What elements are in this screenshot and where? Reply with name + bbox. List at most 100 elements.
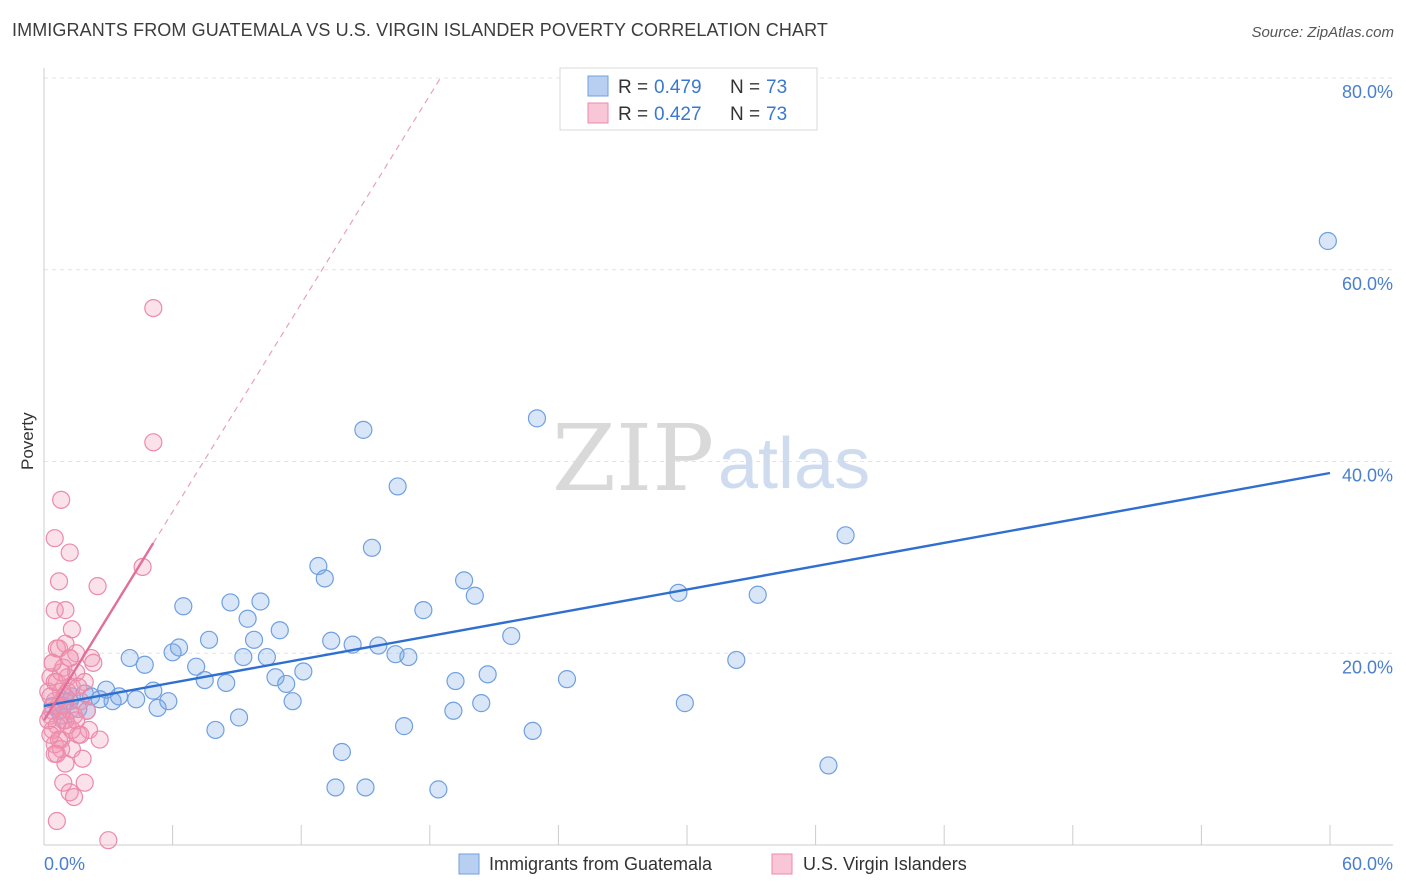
point-virgin-islanders-71: [45, 744, 64, 764]
point-guatemala-41: [332, 742, 352, 762]
point-guatemala-30: [251, 592, 270, 611]
point-virgin-islanders-40: [88, 577, 107, 596]
point-virgin-islanders-27: [73, 749, 92, 768]
point-guatemala-20: [187, 657, 206, 676]
point-guatemala-19: [174, 597, 193, 616]
legend-box: R = 0.479 N = 73 R = 0.427 N = 73: [559, 67, 818, 131]
point-guatemala-40: [326, 778, 345, 797]
point-guatemala-44: [356, 778, 375, 797]
point-guatemala-43: [354, 420, 373, 439]
y-tick-label-40: 40.0%: [1342, 466, 1393, 486]
point-virgin-islanders-58: [45, 672, 64, 692]
y-tick-label-20: 20.0%: [1342, 657, 1393, 677]
point-guatemala-12: [127, 690, 146, 709]
point-virgin-islanders-66: [56, 634, 75, 653]
point-guatemala-68: [836, 526, 855, 545]
point-guatemala-32: [266, 668, 285, 687]
point-guatemala-11: [120, 648, 139, 668]
watermark-atlas: atlas: [718, 424, 870, 504]
point-virgin-islanders-36: [56, 601, 75, 620]
trend-lines: [42, 77, 1331, 721]
point-guatemala-67: [819, 756, 838, 775]
trend-line-virgin-islanders: [42, 542, 155, 721]
point-guatemala-28: [238, 609, 257, 628]
point-guatemala-23: [206, 720, 225, 740]
legend-swatch-pink: [587, 102, 609, 124]
legend-r-value-pink: 0.427: [654, 104, 702, 125]
gridlines: [44, 77, 1393, 654]
point-guatemala-65: [727, 650, 746, 670]
point-virgin-islanders-70: [41, 725, 60, 744]
point-guatemala-29: [244, 630, 264, 649]
point-virgin-islanders-46: [75, 773, 94, 792]
watermark: ZIP atlas: [552, 405, 870, 512]
point-virgin-islanders-37: [60, 543, 79, 562]
point-guatemala-26: [229, 708, 249, 727]
point-guatemala-21: [195, 670, 214, 690]
point-virgin-islanders-33: [45, 529, 64, 548]
point-guatemala-16: [159, 692, 178, 711]
point-guatemala-62: [557, 670, 577, 689]
legend-r-label-blue: R =: [618, 77, 648, 98]
point-guatemala-24: [217, 673, 236, 693]
legend-n-label-blue: N =: [730, 77, 760, 98]
point-virgin-islanders-45: [64, 787, 84, 807]
point-guatemala-49: [394, 717, 414, 736]
bottom-legend-label-virgin-islanders: U.S. Virgin Islanders: [803, 854, 967, 874]
point-guatemala-25: [221, 593, 240, 612]
point-virgin-islanders-61: [62, 720, 81, 740]
y-tick-labels: 20.0% 40.0% 60.0% 80.0%: [1342, 82, 1393, 677]
point-guatemala-54: [446, 671, 465, 691]
chart-title: IMMIGRANTS FROM GUATEMALA VS U.S. VIRGIN…: [12, 20, 828, 40]
legend-n-label-pink: N =: [730, 104, 760, 125]
point-guatemala-52: [429, 780, 448, 799]
point-virgin-islanders-72: [71, 725, 90, 744]
point-guatemala-35: [283, 692, 302, 711]
trend-line-guatemala: [43, 471, 1331, 708]
bottom-legend-label-guatemala: Immigrants from Guatemala: [489, 854, 713, 874]
bottom-legend-swatch-virgin-islanders: [771, 853, 793, 875]
point-guatemala-45: [362, 538, 382, 557]
point-guatemala-58: [478, 665, 497, 684]
point-virgin-islanders-42: [47, 811, 66, 831]
legend-n-value-blue: 73: [766, 77, 787, 98]
bottom-legend-swatch-guatemala: [458, 853, 480, 875]
point-guatemala-15: [148, 698, 167, 717]
point-guatemala-48: [388, 477, 407, 496]
point-virgin-islanders-32: [45, 601, 64, 620]
point-guatemala-57: [472, 694, 491, 713]
x-tick-label-min: 0.0%: [44, 854, 85, 874]
point-virgin-islanders-64: [47, 639, 66, 658]
point-guatemala-53: [444, 701, 463, 720]
legend-r-label-pink: R =: [618, 104, 648, 125]
point-guatemala-59: [502, 626, 521, 646]
y-tick-label-80: 80.0%: [1342, 82, 1393, 102]
point-virgin-islanders-34: [49, 572, 69, 591]
trend-line-extension-virgin-islanders: [152, 77, 442, 544]
point-virgin-islanders-48: [99, 831, 118, 850]
legend-r-value-blue: 0.479: [654, 77, 702, 98]
legend-swatch-blue: [587, 75, 609, 97]
point-guatemala-22: [199, 630, 219, 649]
watermark-zip: ZIP: [552, 405, 714, 512]
x-tick-labels: 0.0% 60.0%: [44, 854, 1393, 874]
point-guatemala-64: [675, 694, 694, 713]
point-virgin-islanders-43: [54, 773, 73, 792]
point-guatemala-60: [523, 721, 542, 741]
point-guatemala-34: [277, 674, 296, 694]
point-guatemala-50: [399, 647, 418, 667]
point-guatemala-38: [315, 569, 334, 588]
point-guatemala-18: [169, 638, 189, 657]
point-virgin-islanders-67: [60, 648, 79, 668]
data-points: [39, 231, 1337, 850]
point-virgin-islanders-35: [52, 490, 71, 509]
y-tick-label-60: 60.0%: [1342, 274, 1393, 294]
chart-source: Source: ZipAtlas.com: [1251, 24, 1394, 41]
x-tick-label-max: 60.0%: [1342, 854, 1393, 874]
point-virgin-islanders-50: [144, 299, 163, 318]
point-virgin-islanders-41: [84, 653, 103, 672]
point-guatemala-55: [454, 571, 474, 590]
point-guatemala-31: [257, 647, 277, 667]
point-guatemala-69: [1318, 231, 1337, 251]
